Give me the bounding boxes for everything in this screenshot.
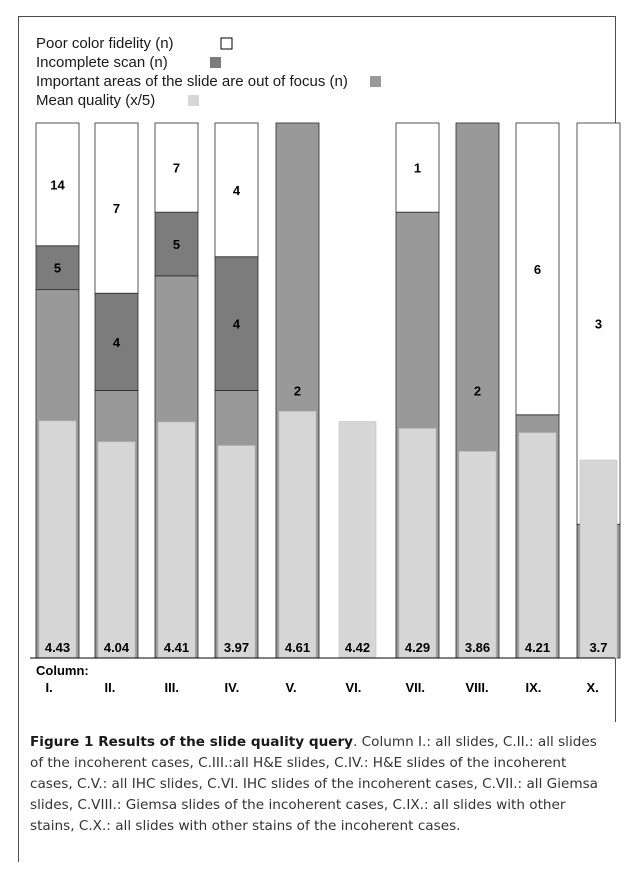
mean-quality-bar [157, 421, 196, 659]
caption-body: . Column I.: all slides, C.II.: all slid… [30, 734, 598, 834]
bar-segment-poor-color-fidelity [35, 122, 80, 247]
mean-quality-bar [97, 441, 136, 659]
column-tick-label: I. [46, 680, 53, 695]
figure-caption: Figure 1 Results of the slide quality qu… [30, 732, 610, 837]
segment-value-label: 5 [54, 261, 61, 276]
legend-label-poor-color-fidelity: Poor color fidelity (n) [36, 35, 174, 52]
stacked-bar-chart: Poor color fidelity (n) Incomplete scan (… [30, 35, 621, 695]
column-tick-label: II. [105, 680, 116, 695]
mean-quality-bar [579, 459, 618, 659]
mean-quality-label: 3.86 [465, 640, 490, 655]
segment-value-label: 5 [173, 237, 180, 252]
mean-quality-bar [217, 445, 256, 659]
mean-quality-label: 3.97 [224, 640, 249, 655]
bar-segment-poor-color-fidelity [214, 122, 259, 258]
mean-quality-label: 4.61 [285, 640, 310, 655]
column-tick-label: V. [286, 680, 297, 695]
segment-value-label: 14 [50, 177, 65, 192]
segment-value-label: 1 [414, 161, 421, 176]
bar-segment-incomplete-scan [154, 211, 199, 277]
segment-value-label: 6 [534, 262, 541, 277]
legend-swatch-incomplete-scan [210, 57, 221, 68]
mean-quality-bar [458, 451, 497, 659]
segment-value-label: 7 [113, 201, 120, 216]
column-tick-label: VI. [346, 680, 362, 695]
mean-quality-bar [38, 420, 77, 659]
legend-label-out-of-focus: Important areas of the slide are out of … [36, 73, 348, 90]
segment-value-label: 4 [113, 335, 121, 350]
bar-segment-incomplete-scan [94, 292, 139, 391]
legend-label-incomplete-scan: Incomplete scan (n) [36, 54, 168, 71]
column-tick-label: VII. [406, 680, 426, 695]
bar-segment-incomplete-scan [35, 245, 80, 291]
bar-segment-poor-color-fidelity [515, 122, 560, 416]
bar-segment-poor-color-fidelity [94, 122, 139, 294]
mean-quality-bar [518, 432, 557, 659]
mean-quality-label: 4.04 [104, 640, 130, 655]
mean-quality-label: 4.42 [345, 640, 370, 655]
mean-quality-label: 4.29 [405, 640, 430, 655]
mean-quality-bar [278, 411, 317, 659]
mean-quality-bar [398, 428, 437, 659]
mean-quality-bar [338, 421, 377, 659]
column-tick-label: IV. [225, 680, 240, 695]
legend-label-mean-quality: Mean quality (x/5) [36, 92, 155, 109]
segment-value-label: 2 [294, 384, 301, 399]
legend-swatch-poor-color-fidelity [220, 37, 233, 50]
mean-quality-label: 4.21 [525, 640, 550, 655]
caption-rule [18, 722, 19, 862]
legend-swatch-out-of-focus [370, 76, 381, 87]
segment-value-label: 4 [233, 317, 241, 332]
bar-segment-incomplete-scan [214, 256, 259, 391]
mean-quality-label: 4.41 [164, 640, 189, 655]
segment-value-label: 7 [173, 161, 180, 176]
column-tick-label: III. [165, 680, 179, 695]
mean-quality-label: 3.7 [589, 640, 607, 655]
column-tick-label: VIII. [466, 680, 489, 695]
bar-segment-poor-color-fidelity [154, 122, 199, 213]
column-tick-label: X. [587, 680, 599, 695]
legend-swatch-mean-quality [188, 95, 199, 106]
caption-title: Figure 1 Results of the slide quality qu… [30, 734, 354, 750]
mean-quality-label: 4.43 [45, 640, 70, 655]
segment-value-label: 3 [595, 317, 602, 332]
segment-value-label: 4 [233, 183, 241, 198]
bar-segment-poor-color-fidelity [576, 122, 621, 525]
x-axis-title: Column: [36, 663, 89, 678]
bar-segment-poor-color-fidelity [395, 122, 440, 213]
segment-value-label: 2 [474, 384, 481, 399]
column-tick-label: IX. [526, 680, 542, 695]
